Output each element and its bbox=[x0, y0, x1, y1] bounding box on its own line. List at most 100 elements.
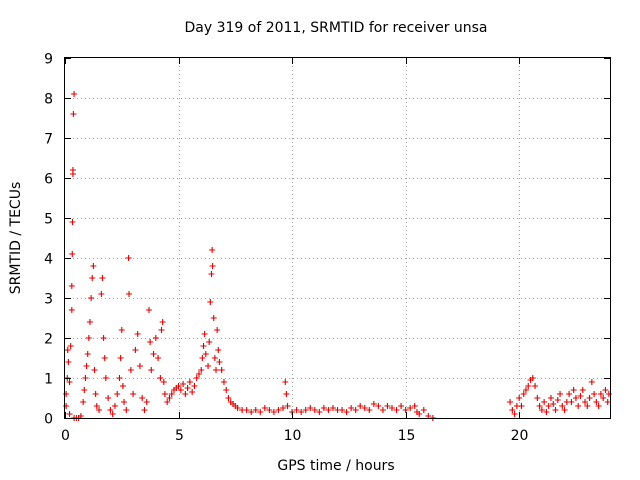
data-point bbox=[84, 351, 91, 357]
data-point bbox=[568, 399, 575, 405]
data-point bbox=[159, 319, 166, 325]
data-point bbox=[91, 367, 98, 373]
data-point bbox=[248, 409, 255, 415]
data-point bbox=[243, 407, 250, 413]
data-point bbox=[205, 363, 212, 369]
data-point bbox=[550, 401, 557, 407]
data-point bbox=[148, 367, 155, 373]
y-tick-label: 4 bbox=[44, 252, 53, 268]
data-point bbox=[64, 347, 71, 353]
data-point bbox=[68, 283, 75, 289]
data-point bbox=[416, 411, 423, 417]
data-point bbox=[65, 359, 72, 365]
data-point bbox=[534, 395, 541, 401]
data-point bbox=[202, 351, 209, 357]
y-tick-label: 3 bbox=[44, 292, 53, 308]
data-point bbox=[177, 387, 184, 393]
data-point bbox=[213, 367, 220, 373]
data-point bbox=[101, 355, 108, 361]
data-point bbox=[201, 331, 208, 337]
data-point bbox=[529, 375, 536, 381]
data-point bbox=[393, 407, 400, 413]
data-point bbox=[536, 403, 543, 409]
data-point bbox=[119, 383, 126, 389]
data-point bbox=[216, 359, 223, 365]
data-point bbox=[182, 391, 189, 397]
data-point bbox=[168, 391, 175, 397]
data-point bbox=[143, 399, 150, 405]
data-point bbox=[81, 387, 88, 393]
data-point bbox=[554, 397, 561, 403]
data-point bbox=[582, 399, 589, 405]
data-point bbox=[195, 371, 202, 377]
data-point bbox=[71, 91, 78, 97]
data-point bbox=[366, 407, 373, 413]
data-point bbox=[175, 383, 182, 389]
data-point bbox=[559, 403, 566, 409]
data-point bbox=[520, 391, 527, 397]
data-point bbox=[93, 403, 100, 409]
data-point bbox=[357, 403, 364, 409]
data-point bbox=[70, 111, 77, 117]
y-tick-label: 5 bbox=[44, 212, 53, 228]
data-point bbox=[193, 375, 200, 381]
data-point bbox=[69, 251, 76, 257]
data-point bbox=[525, 383, 532, 389]
data-point bbox=[150, 351, 157, 357]
data-point bbox=[88, 295, 95, 301]
data-point bbox=[136, 363, 143, 369]
data-point bbox=[85, 335, 92, 341]
data-point bbox=[223, 387, 230, 393]
data-point bbox=[80, 399, 87, 405]
x-tick-label: 5 bbox=[175, 428, 184, 444]
grid-lines bbox=[65, 58, 610, 418]
y-tick-label: 7 bbox=[44, 132, 53, 148]
data-point bbox=[579, 387, 586, 393]
data-point bbox=[152, 335, 159, 341]
data-point bbox=[561, 407, 568, 413]
data-point bbox=[139, 395, 146, 401]
data-point bbox=[302, 407, 309, 413]
data-point bbox=[325, 407, 332, 413]
data-point bbox=[283, 391, 290, 397]
data-point bbox=[90, 263, 97, 269]
x-tick-label: 20 bbox=[511, 428, 529, 444]
y-tick-label: 9 bbox=[44, 52, 53, 68]
data-point bbox=[209, 247, 216, 253]
data-point bbox=[82, 375, 89, 381]
data-point bbox=[96, 407, 103, 413]
data-point bbox=[86, 319, 93, 325]
data-point bbox=[102, 375, 109, 381]
plot-frame bbox=[64, 57, 611, 419]
data-point bbox=[164, 399, 171, 405]
data-point bbox=[518, 403, 525, 409]
data-point bbox=[234, 405, 241, 411]
data-point bbox=[186, 379, 193, 385]
data-point bbox=[420, 407, 427, 413]
data-point bbox=[522, 387, 529, 393]
data-point bbox=[118, 327, 125, 333]
data-point bbox=[92, 391, 99, 397]
data-point bbox=[111, 403, 118, 409]
data-point bbox=[588, 379, 595, 385]
data-point bbox=[127, 367, 134, 373]
data-point bbox=[398, 403, 405, 409]
data-point bbox=[83, 363, 90, 369]
data-point bbox=[547, 395, 554, 401]
data-point bbox=[207, 299, 214, 305]
data-point bbox=[538, 407, 545, 413]
data-point bbox=[375, 403, 382, 409]
data-point bbox=[67, 343, 74, 349]
data-point bbox=[99, 275, 106, 281]
data-point bbox=[572, 395, 579, 401]
data-point bbox=[125, 255, 132, 261]
data-point bbox=[311, 407, 318, 413]
y-tick-label: 1 bbox=[44, 372, 53, 388]
data-point bbox=[210, 315, 217, 321]
data-point bbox=[218, 367, 225, 373]
data-point bbox=[155, 355, 162, 361]
data-point bbox=[211, 355, 218, 361]
data-point bbox=[166, 395, 173, 401]
data-point bbox=[352, 407, 359, 413]
data-marks bbox=[63, 91, 612, 421]
